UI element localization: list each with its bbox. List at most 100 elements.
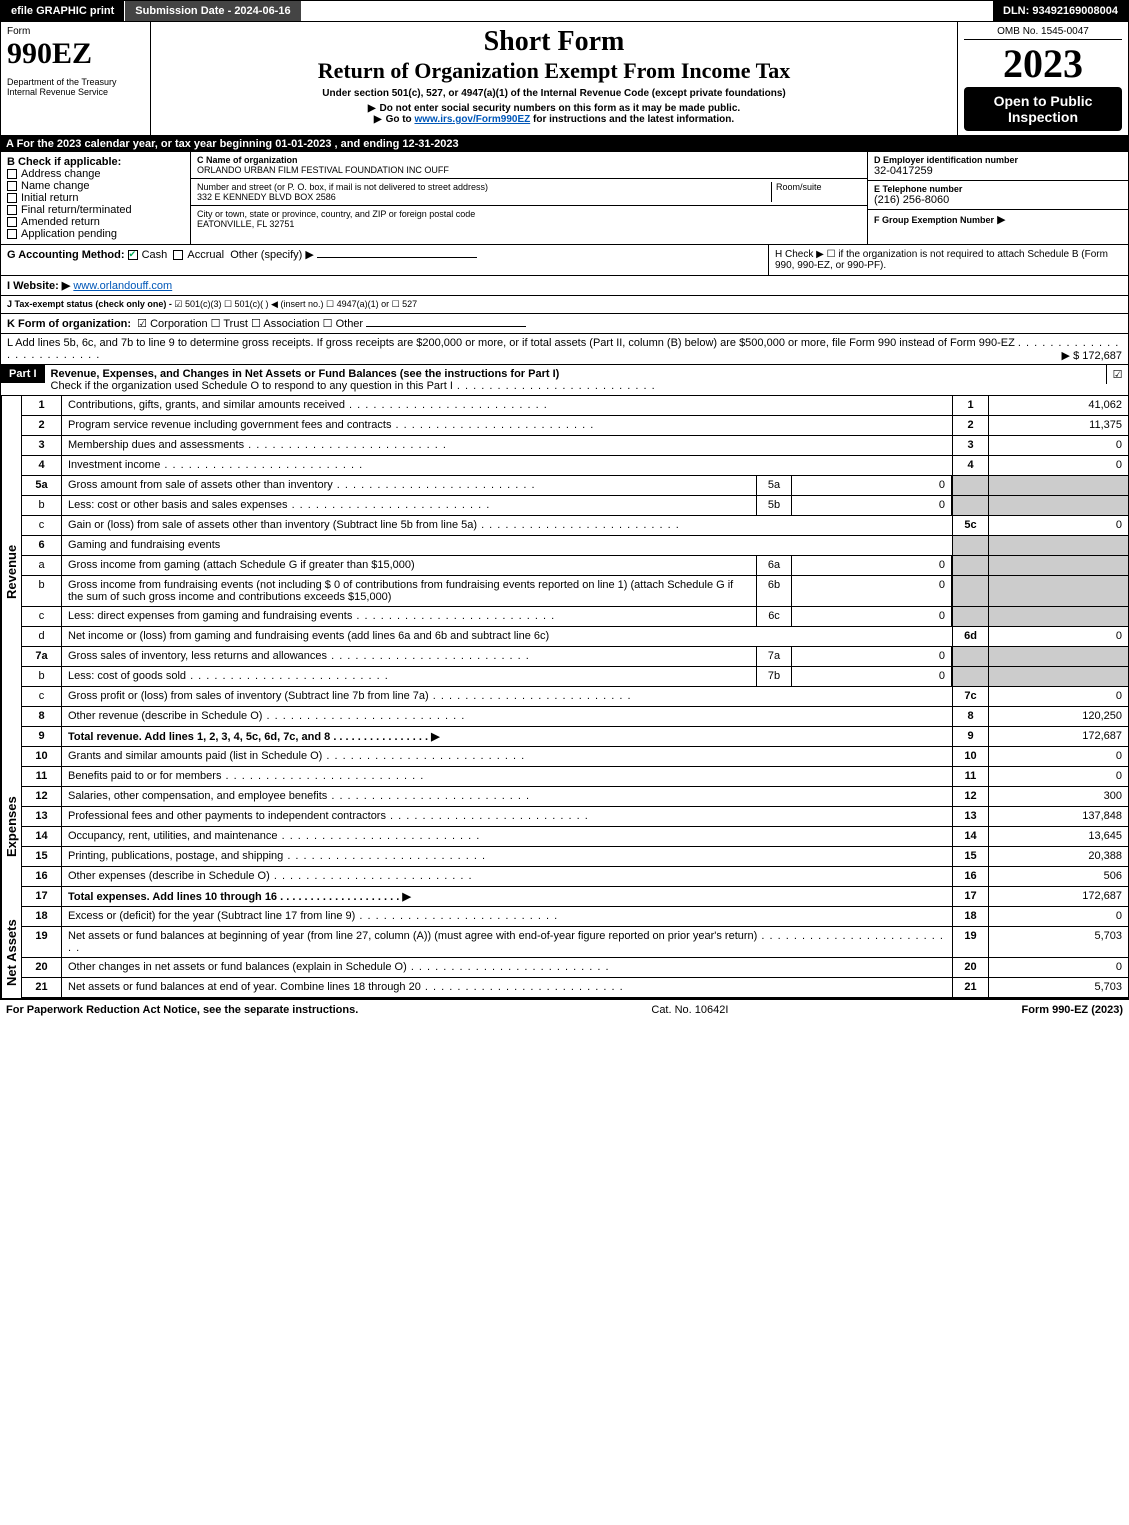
line-7a: 7aGross sales of inventory, less returns… <box>21 647 1129 667</box>
form-header: Form 990EZ Department of the Treasury In… <box>0 22 1129 136</box>
top-bar: efile GRAPHIC print Submission Date - 20… <box>0 0 1129 22</box>
k-row: K Form of organization: ☑ Corporation ☐ … <box>0 314 1129 334</box>
org-street: 332 E KENNEDY BLVD BOX 2586 <box>197 192 771 202</box>
expenses-section: Expenses 10Grants and similar amounts pa… <box>0 747 1129 907</box>
line-7c: cGross profit or (loss) from sales of in… <box>21 687 1129 707</box>
netassets-label: Net Assets <box>1 907 21 998</box>
line-6b: bGross income from fundraising events (n… <box>21 576 1129 607</box>
line-19: 19Net assets or fund balances at beginni… <box>21 927 1129 958</box>
f-label: F Group Exemption Number <box>874 215 994 225</box>
header-right: OMB No. 1545-0047 2023 Open to Public In… <box>958 22 1128 135</box>
line-5c: cGain or (loss) from sale of assets othe… <box>21 516 1129 536</box>
line-21: 21Net assets or fund balances at end of … <box>21 978 1129 998</box>
gh-row: G Accounting Method: Cash Accrual Other … <box>0 245 1129 276</box>
b-opt-name[interactable]: Name change <box>7 180 184 192</box>
e-label: E Telephone number <box>874 184 1122 194</box>
l-row: L Add lines 5b, 6c, and 7b to line 9 to … <box>0 334 1129 365</box>
tax-year: 2023 <box>964 40 1122 87</box>
line-7b: bLess: cost of goods sold7b0 <box>21 667 1129 687</box>
open-public-badge: Open to Public Inspection <box>964 87 1122 131</box>
g-other: Other (specify) ▶ <box>230 249 314 261</box>
revenue-section: Revenue 1Contributions, gifts, grants, a… <box>0 396 1129 747</box>
line-8: 8Other revenue (describe in Schedule O)8… <box>21 707 1129 727</box>
line-5a: 5aGross amount from sale of assets other… <box>21 476 1129 496</box>
form-number: 990EZ <box>7 37 144 71</box>
row-a: A For the 2023 calendar year, or tax yea… <box>0 136 1129 152</box>
b-opt-address[interactable]: Address change <box>7 168 184 180</box>
b-opt-amended[interactable]: Amended return <box>7 216 184 228</box>
g-cash: Cash <box>142 249 168 261</box>
c-street-label: Number and street (or P. O. box, if mail… <box>197 182 771 192</box>
omb-label: OMB No. 1545-0047 <box>964 26 1122 40</box>
note-goto: Go to www.irs.gov/Form990EZ for instruct… <box>161 114 947 125</box>
note-ssn: Do not enter social security numbers on … <box>161 103 947 114</box>
part1-heading: Revenue, Expenses, and Changes in Net As… <box>51 368 560 380</box>
c-name-label: C Name of organization <box>197 155 861 165</box>
org-name: ORLANDO URBAN FILM FESTIVAL FOUNDATION I… <box>197 165 861 175</box>
k-other-blank[interactable] <box>366 326 526 327</box>
box-b: B Check if applicable: Address change Na… <box>1 152 191 244</box>
revenue-label: Revenue <box>1 396 21 747</box>
f-arrow: ▶ <box>997 214 1005 226</box>
i-row: I Website: ▶ www.orlandouff.com <box>0 276 1129 296</box>
line-16: 16Other expenses (describe in Schedule O… <box>21 867 1129 887</box>
part1-checkbox[interactable]: ☑ <box>1106 365 1128 384</box>
org-city: EATONVILLE, FL 32751 <box>197 219 861 229</box>
irs-link[interactable]: www.irs.gov/Form990EZ <box>414 114 530 125</box>
g-accrual: Accrual <box>187 249 224 261</box>
submission-date-button[interactable]: Submission Date - 2024-06-16 <box>125 1 301 21</box>
box-def: D Employer identification number 32-0417… <box>868 152 1128 244</box>
j-label: J Tax-exempt status (check only one) - <box>7 299 172 309</box>
short-form-title: Short Form <box>161 26 947 58</box>
dept-label: Department of the Treasury Internal Reve… <box>7 77 144 97</box>
k-opts: ☑ Corporation ☐ Trust ☐ Association ☐ Ot… <box>137 318 363 330</box>
line-6d: dNet income or (loss) from gaming and fu… <box>21 627 1129 647</box>
d-label: D Employer identification number <box>874 155 1122 165</box>
line-20: 20Other changes in net assets or fund ba… <box>21 958 1129 978</box>
h-text: H Check ▶ ☐ if the organization is not r… <box>775 249 1108 271</box>
j-row: J Tax-exempt status (check only one) - ☑… <box>0 296 1129 314</box>
g-cash-check[interactable] <box>128 250 138 260</box>
footer-left: For Paperwork Reduction Act Notice, see … <box>6 1004 358 1016</box>
line-13: 13Professional fees and other payments t… <box>21 807 1129 827</box>
g-row: G Accounting Method: Cash Accrual Other … <box>1 245 768 275</box>
b-opt-pending[interactable]: Application pending <box>7 228 184 240</box>
bcdef-grid: B Check if applicable: Address change Na… <box>0 152 1129 245</box>
l-text: L Add lines 5b, 6c, and 7b to line 9 to … <box>7 337 1015 349</box>
ein-value: 32-0417259 <box>874 165 1122 177</box>
phone-value: (216) 256-8060 <box>874 194 1122 206</box>
line-4: 4Investment income40 <box>21 456 1129 476</box>
c-city-label: City or town, state or province, country… <box>197 209 861 219</box>
b-opt-initial[interactable]: Initial return <box>7 192 184 204</box>
expenses-label: Expenses <box>1 747 21 907</box>
header-left: Form 990EZ Department of the Treasury In… <box>1 22 151 135</box>
efile-print-button[interactable]: efile GRAPHIC print <box>1 1 125 21</box>
line-6c: cLess: direct expenses from gaming and f… <box>21 607 1129 627</box>
line-5b: bLess: cost or other basis and sales exp… <box>21 496 1129 516</box>
k-label: K Form of organization: <box>7 318 131 330</box>
line-10: 10Grants and similar amounts paid (list … <box>21 747 1129 767</box>
dln-label: DLN: 93492169008004 <box>993 1 1128 21</box>
g-label: G Accounting Method: <box>7 249 125 261</box>
b-opt-final[interactable]: Final return/terminated <box>7 204 184 216</box>
part1-checknote: Check if the organization used Schedule … <box>51 380 453 392</box>
j-opts: ☑ 501(c)(3) ☐ 501(c)( ) ◀ (insert no.) ☐… <box>174 299 417 309</box>
room-label: Room/suite <box>771 182 861 202</box>
l-value: ▶ $ 172,687 <box>1062 349 1122 362</box>
footer-mid: Cat. No. 10642I <box>651 1004 728 1016</box>
line-6: 6Gaming and fundraising events <box>21 536 1129 556</box>
line-12: 12Salaries, other compensation, and empl… <box>21 787 1129 807</box>
line-6a: aGross income from gaming (attach Schedu… <box>21 556 1129 576</box>
g-accrual-check[interactable] <box>173 250 183 260</box>
line-17: 17Total expenses. Add lines 10 through 1… <box>21 887 1129 907</box>
website-link[interactable]: www.orlandouff.com <box>73 280 172 292</box>
part1-badge: Part I <box>1 365 45 383</box>
form-label: Form <box>7 26 144 37</box>
line-14: 14Occupancy, rent, utilities, and mainte… <box>21 827 1129 847</box>
line-2: 2Program service revenue including gover… <box>21 416 1129 436</box>
line-18: 18Excess or (deficit) for the year (Subt… <box>21 907 1129 927</box>
g-other-blank[interactable] <box>317 257 477 258</box>
line-15: 15Printing, publications, postage, and s… <box>21 847 1129 867</box>
netassets-section: Net Assets 18Excess or (deficit) for the… <box>0 907 1129 998</box>
return-title: Return of Organization Exempt From Incom… <box>161 58 947 84</box>
